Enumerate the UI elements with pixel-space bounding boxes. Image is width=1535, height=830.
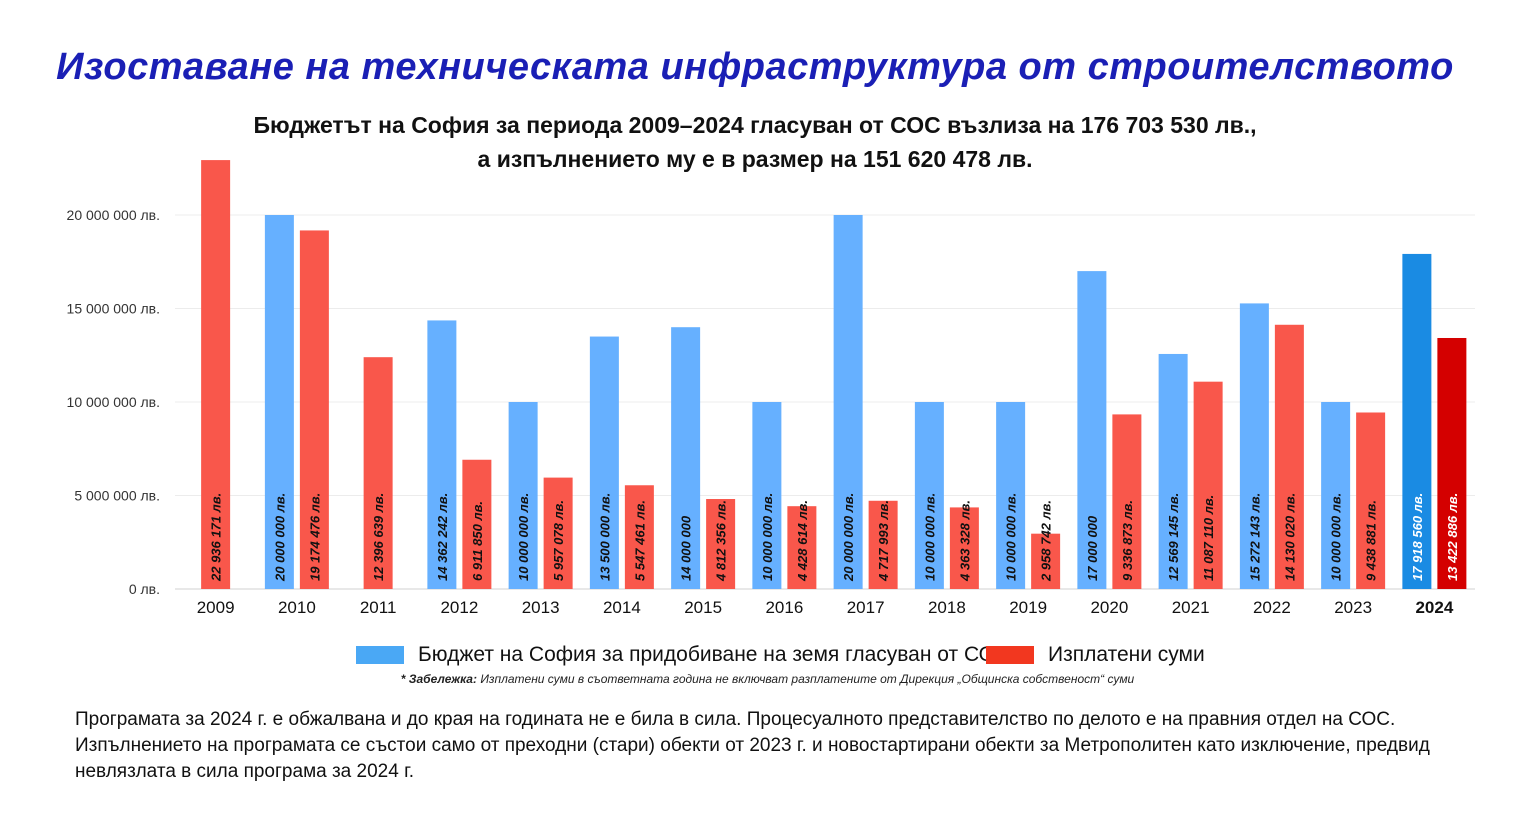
budget-bar: [589, 336, 619, 589]
budget-bar: [914, 402, 944, 589]
y-tick-label: 10 000 000 лв.: [67, 394, 160, 410]
budget-bar: [1239, 303, 1269, 589]
paid-bar-label: 2 958 742 лв.: [1039, 500, 1054, 582]
budget-bar: [1158, 353, 1188, 589]
budget-bar-label: 20 000 000 лв.: [272, 493, 287, 582]
budget-bar-label: 14 000 000: [679, 515, 694, 581]
budget-bar-label: 10 000 000 лв.: [1004, 493, 1019, 581]
legend-item-budget: Бюджет на София за придобиване на земя г…: [356, 643, 1010, 667]
paid-bar-label: 9 438 881 лв.: [1364, 500, 1379, 581]
paid-bar: [949, 507, 979, 589]
paid-bar-label: 4 428 614 лв.: [795, 500, 810, 582]
paid-bar-label: 13 422 886 лв.: [1445, 493, 1460, 581]
budget-bar-label: 10 000 000 лв.: [922, 493, 937, 581]
budget-bar: [671, 327, 701, 589]
chart-legend: Бюджет на София за придобиване на земя г…: [0, 643, 1535, 671]
paid-bar: [1437, 337, 1467, 589]
y-tick-label: 15 000 000 лв.: [67, 301, 160, 317]
budget-bar: [1321, 402, 1351, 589]
paid-bar: [1031, 533, 1061, 589]
paid-bar-label: 9 336 873 лв.: [1120, 500, 1135, 581]
x-tick-label: 2012: [440, 598, 478, 617]
x-tick-label: 2017: [847, 598, 885, 617]
x-tick-label: 2011: [360, 598, 397, 617]
subtitle-line-1: Бюджетът на София за периода 2009–2024 г…: [253, 112, 1257, 138]
paid-bar-label: 5 957 078 лв.: [551, 500, 566, 581]
paid-bar-label: 22 936 171 лв.: [209, 493, 224, 582]
paid-bar: [706, 499, 736, 589]
budget-bar: [508, 402, 538, 589]
legend-label-budget: Бюджет на София за придобиване на земя г…: [418, 643, 1011, 666]
x-tick-label: 2010: [278, 598, 316, 617]
budget-bar: [427, 320, 457, 589]
paid-bar-label: 4 812 356 лв.: [714, 500, 729, 582]
budget-bar: [1077, 271, 1107, 589]
y-tick-label: 5 000 000 лв.: [74, 488, 160, 504]
paid-bar: [1112, 414, 1142, 589]
budget-bar-label: 10 000 000 лв.: [516, 493, 531, 581]
x-tick-label: 2009: [197, 598, 235, 617]
paid-bar: [1193, 381, 1223, 589]
x-tick-label: 2019: [1009, 598, 1047, 617]
x-tick-label: 2014: [603, 598, 641, 617]
budget-bar-label: 14 362 242 лв.: [435, 493, 450, 581]
x-tick-label: 2022: [1253, 598, 1291, 617]
paid-bar-label: 11 087 110 лв.: [1201, 495, 1216, 581]
footnote-prefix: * Забележка:: [400, 672, 477, 686]
budget-bar: [833, 215, 863, 589]
paid-bar: [1356, 412, 1386, 589]
paid-bar-label: 14 130 020 лв.: [1282, 493, 1297, 581]
x-tick-label: 2016: [765, 598, 803, 617]
budget-bar-label: 17 000 000: [1085, 515, 1100, 581]
legend-swatch-budget: [356, 646, 404, 664]
budget-bar-label: 10 000 000 лв.: [1329, 493, 1344, 581]
paid-bar: [363, 357, 393, 589]
x-tick-label: 2015: [684, 598, 722, 617]
legend-swatch-paid: [986, 646, 1034, 664]
explanation-paragraph: Програмата за 2024 г. е обжалвана и до к…: [75, 709, 1430, 782]
budget-bar-label: 15 272 143 лв.: [1247, 493, 1262, 581]
footnote: * Забележка: Изплатени суми в съответнат…: [0, 672, 1535, 686]
x-tick-label: 2024: [1415, 598, 1453, 617]
paid-bar-label: 6 911 850 лв.: [470, 501, 485, 581]
budget-bar-label: 20 000 000 лв.: [841, 493, 856, 582]
paid-bar-label: 4 363 328 лв.: [957, 500, 972, 582]
paid-bar: [787, 506, 817, 589]
x-tick-label: 2018: [928, 598, 966, 617]
budget-bar: [996, 402, 1026, 589]
legend-item-paid: Изплатени суми: [986, 643, 1205, 667]
paid-bar: [868, 500, 898, 589]
budget-bar: [264, 215, 294, 589]
budget-bar-label: 12 569 145 лв.: [1166, 493, 1181, 581]
budget-bar: [1402, 253, 1432, 590]
bar-chart: 0 лв. 5 000 000 лв. 10 000 000 лв. 15 000 0…: [67, 160, 1475, 617]
y-tick-label: 0 лв.: [129, 581, 160, 597]
paid-bar-label: 12 396 639 лв.: [371, 493, 386, 581]
legend-label-paid: Изплатени суми: [1048, 643, 1205, 666]
x-tick-label: 2020: [1090, 598, 1128, 617]
x-tick-label: 2021: [1172, 598, 1210, 617]
paid-bar: [201, 160, 231, 589]
chart-title: Изоставане на техническата инфраструктур…: [56, 46, 1454, 88]
paid-bar: [1274, 324, 1304, 589]
paid-bar-label: 5 547 461 лв.: [632, 500, 647, 581]
paid-bar-label: 4 717 993 лв.: [876, 500, 891, 582]
budget-bar-label: 17 918 560 лв.: [1410, 493, 1425, 581]
subtitle-line-2: а изпълнението му е в размер на 151 620 …: [477, 146, 1033, 172]
budget-bar-label: 13 500 000 лв.: [597, 493, 612, 581]
x-tick-label: 2013: [522, 598, 560, 617]
x-tick-label: 2023: [1334, 598, 1372, 617]
paid-bar: [624, 485, 654, 589]
budget-bar: [752, 402, 782, 589]
y-tick-label: 20 000 000 лв.: [67, 207, 160, 223]
chart-subtitle: Бюджетът на София за периода 2009–2024 г…: [0, 108, 1510, 176]
paid-bar: [462, 459, 492, 589]
footnote-text: Изплатени суми в съответната година не в…: [476, 672, 1135, 686]
paid-bar-label: 19 174 476 лв.: [307, 493, 322, 581]
budget-bar-label: 10 000 000 лв.: [760, 493, 775, 581]
paid-bar: [299, 230, 329, 589]
paid-bar: [543, 477, 573, 589]
